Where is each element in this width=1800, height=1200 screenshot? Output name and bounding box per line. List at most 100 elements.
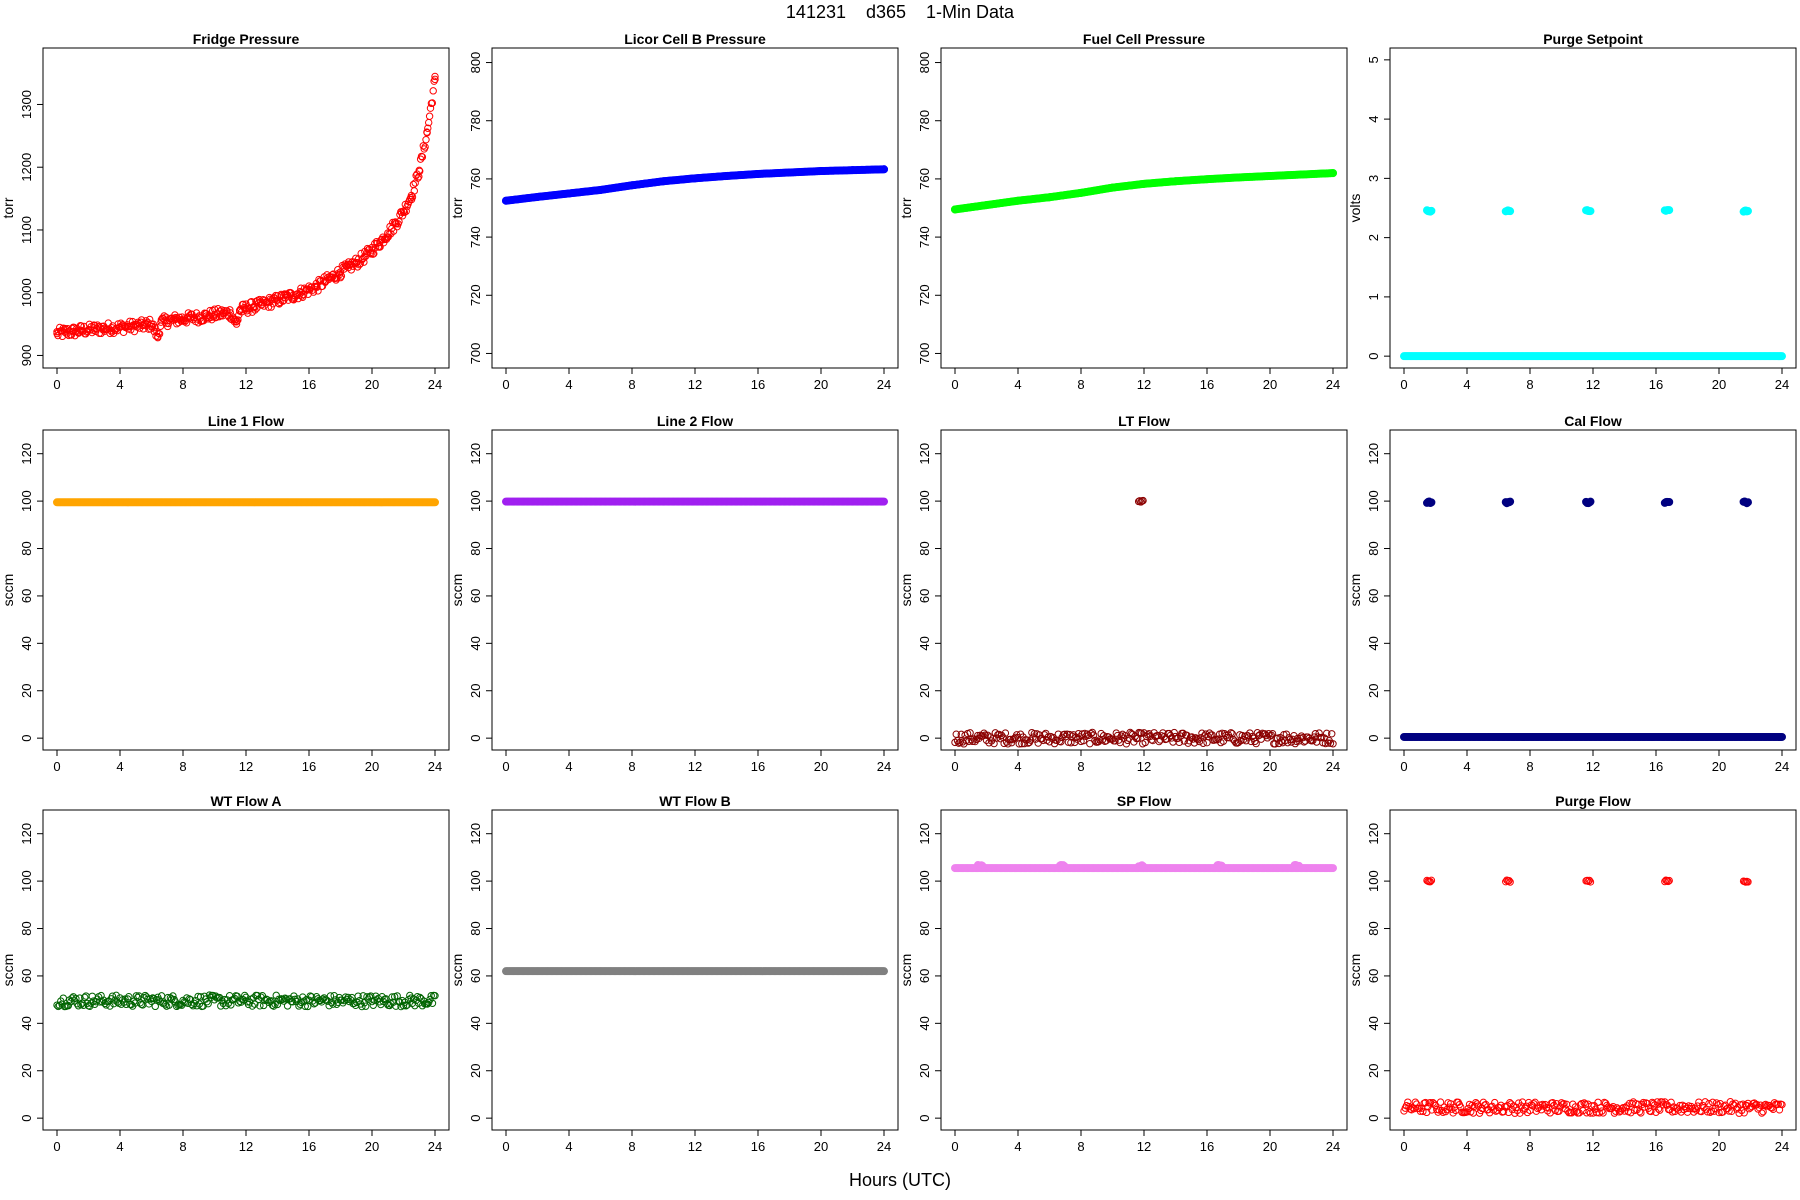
x-tick-label: 20 <box>1263 759 1277 774</box>
data-point <box>1139 862 1148 871</box>
data-point <box>244 309 252 317</box>
data-point <box>1108 183 1117 192</box>
y-tick-label: 900 <box>19 345 34 367</box>
data-point <box>139 321 148 330</box>
data-point <box>1427 498 1436 507</box>
y-tick-label: 100 <box>468 490 483 512</box>
y-tick-label: 780 <box>468 110 483 132</box>
x-tick-label: 12 <box>688 1139 702 1154</box>
data-point <box>61 324 69 333</box>
y-axis-label: sccm <box>449 954 465 987</box>
data-point <box>1506 207 1515 216</box>
data-point <box>265 298 274 306</box>
data-point <box>411 179 419 187</box>
y-tick-label: 120 <box>1366 823 1381 845</box>
data-point <box>431 72 439 81</box>
data-point <box>1778 352 1786 361</box>
data-point <box>100 324 108 333</box>
y-axis-label: sccm <box>0 954 16 987</box>
data-point <box>273 292 282 300</box>
data-point <box>195 313 203 321</box>
y-tick-label: 700 <box>468 343 483 365</box>
x-tick-label: 16 <box>1200 759 1214 774</box>
x-tick-label: 12 <box>688 759 702 774</box>
data-point <box>431 498 439 507</box>
data-point <box>418 153 427 161</box>
y-tick-label: 100 <box>1366 870 1381 892</box>
plot-frame <box>42 429 450 751</box>
x-tick-label: 12 <box>1137 1139 1151 1154</box>
y-tick-label: 60 <box>1366 969 1381 983</box>
data-point <box>328 273 337 281</box>
data-point <box>1759 1108 1767 1116</box>
y-tick-label: 740 <box>917 226 932 248</box>
data-point <box>425 112 434 120</box>
data-point <box>1518 1098 1527 1106</box>
y-tick-label: 40 <box>917 636 932 650</box>
x-tick-label: 4 <box>565 1139 572 1154</box>
y-tick-label: 60 <box>468 969 483 983</box>
data-point <box>1329 169 1337 178</box>
data-point <box>428 99 436 107</box>
plot-frame <box>1389 809 1797 1131</box>
y-tick-label: 40 <box>19 636 34 650</box>
data-point <box>951 205 959 214</box>
x-tick-label: 20 <box>814 1139 828 1154</box>
data-point <box>407 191 416 200</box>
plot-frame <box>491 429 899 751</box>
data-point <box>344 263 353 272</box>
y-axis-label: torr <box>449 197 465 218</box>
data-point <box>1077 188 1085 197</box>
y-tick-label: 80 <box>19 921 34 935</box>
y-tick-label: 0 <box>468 735 483 742</box>
data-point <box>1297 170 1306 179</box>
data-point <box>76 326 85 335</box>
y-tick-label: 0 <box>19 1115 34 1122</box>
x-tick-label: 16 <box>751 759 765 774</box>
x-tick-label: 20 <box>365 377 379 392</box>
y-axis-label: torr <box>0 197 16 218</box>
x-tick-label: 16 <box>1200 1139 1214 1154</box>
x-tick-label: 16 <box>1649 1139 1663 1154</box>
plot-title: Purge Flow <box>1555 793 1631 809</box>
x-tick-label: 0 <box>1400 377 1407 392</box>
data-point <box>69 327 77 336</box>
y-axis-label: torr <box>898 197 914 218</box>
y-axis-label: volts <box>1347 194 1363 223</box>
data-point <box>1140 179 1148 188</box>
y-tick-label: 1200 <box>19 153 34 182</box>
data-point <box>336 273 345 282</box>
plot-title: Cal Flow <box>1564 413 1622 429</box>
data-point <box>978 861 987 870</box>
data-point <box>218 309 227 318</box>
data-point <box>226 306 234 314</box>
data-point <box>502 196 510 205</box>
data-point <box>85 320 94 329</box>
plot-title: Licor Cell B Pressure <box>624 31 766 47</box>
plot-title: Fridge Pressure <box>193 31 300 47</box>
y-tick-label: 700 <box>917 343 932 365</box>
data-point <box>414 174 422 182</box>
data-point <box>1329 864 1337 873</box>
x-tick-label: 0 <box>53 759 60 774</box>
data-point <box>1665 206 1674 215</box>
x-tick-label: 0 <box>502 377 509 392</box>
y-tick-label: 1000 <box>19 278 34 307</box>
data-point <box>422 135 430 144</box>
data-point <box>1217 861 1226 870</box>
y-tick-label: 1300 <box>19 90 34 119</box>
x-tick-label: 8 <box>179 1139 186 1154</box>
data-point <box>336 268 345 276</box>
data-point <box>232 320 241 328</box>
x-tick-label: 16 <box>1649 759 1663 774</box>
y-tick-label: 120 <box>468 443 483 465</box>
data-point <box>155 329 163 337</box>
plot-title: Purge Setpoint <box>1543 31 1643 47</box>
y-tick-label: 20 <box>917 1064 932 1078</box>
y-tick-label: 100 <box>917 490 932 512</box>
y-tick-label: 740 <box>468 226 483 248</box>
data-point <box>423 129 431 137</box>
y-axis-label: sccm <box>449 574 465 607</box>
data-point <box>391 219 400 228</box>
x-tick-label: 0 <box>1400 759 1407 774</box>
